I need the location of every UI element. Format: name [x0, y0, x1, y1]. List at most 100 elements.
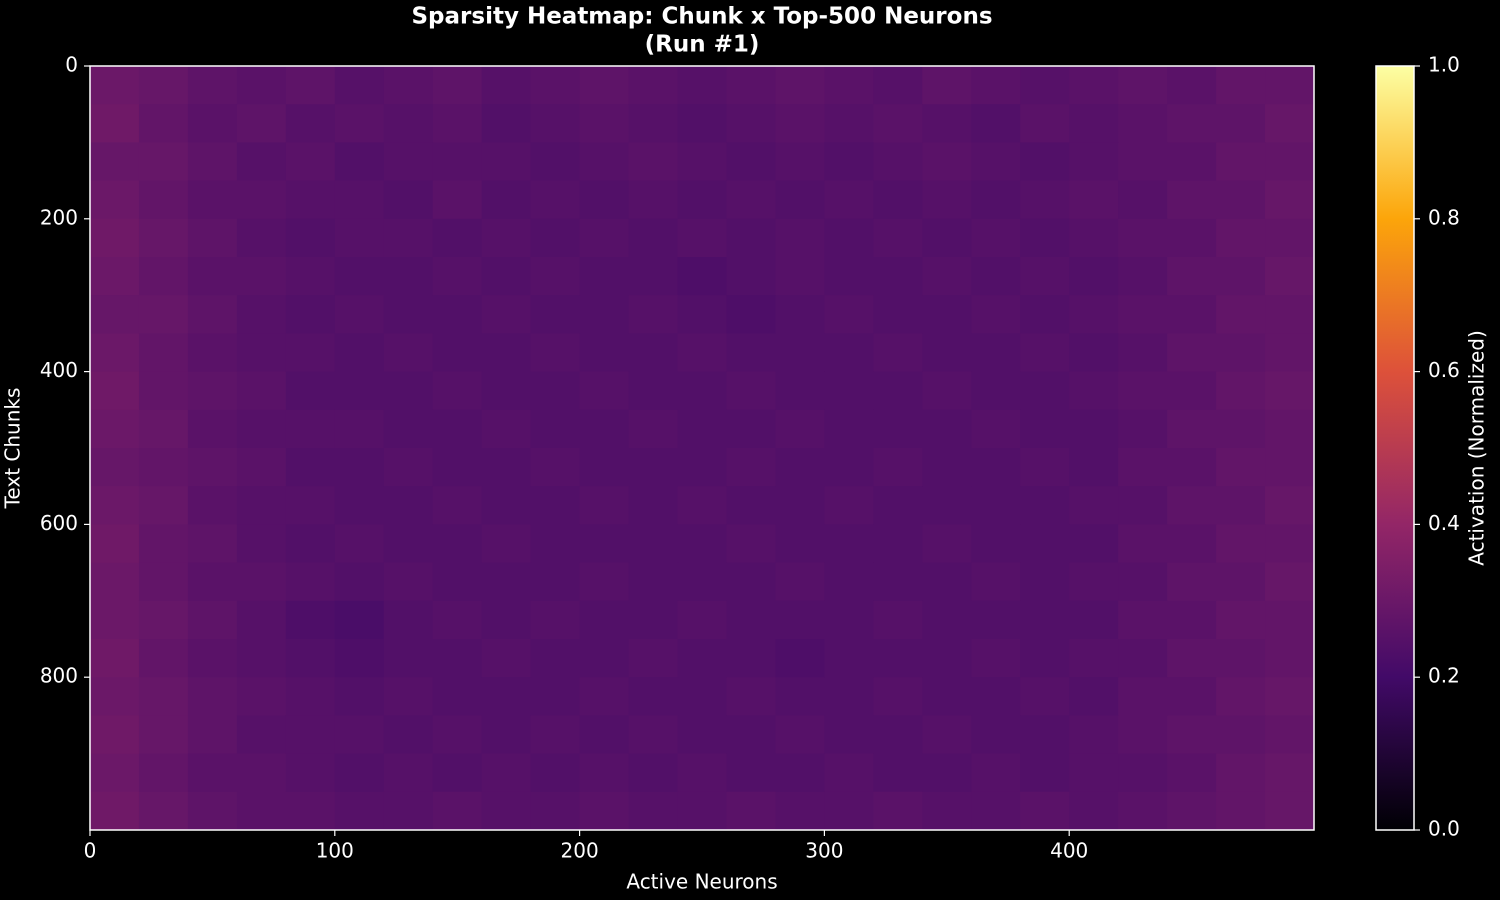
heatmap-cell: [971, 333, 1021, 373]
heatmap-cell: [138, 142, 189, 182]
heatmap-cell: [90, 448, 140, 487]
heatmap-cell: [236, 639, 287, 678]
heatmap-cell: [187, 66, 238, 105]
heatmap-cell: [628, 218, 679, 258]
heatmap-cell: [824, 753, 874, 793]
heatmap-cell: [628, 600, 679, 640]
heatmap-cell: [1265, 104, 1315, 143]
y-tick-label: 800: [40, 664, 78, 688]
heatmap-cell: [579, 371, 630, 411]
heatmap-cell: [383, 791, 434, 831]
heatmap-cell: [1118, 448, 1168, 487]
heatmap-cell: [1069, 409, 1119, 449]
heatmap-cell: [579, 142, 630, 182]
heatmap-cell: [628, 104, 679, 143]
heatmap-cell: [726, 639, 776, 678]
heatmap-cell: [1216, 524, 1266, 564]
heatmap-cell: [530, 371, 581, 411]
heatmap-cell: [1265, 791, 1315, 831]
heatmap-cell: [824, 524, 874, 564]
heatmap-cell: [285, 524, 336, 564]
heatmap-cell: [1020, 677, 1070, 716]
heatmap-cell: [481, 371, 532, 411]
heatmap-cell: [579, 562, 630, 602]
heatmap-cell: [1069, 333, 1119, 373]
heatmap-cell: [334, 715, 385, 755]
heatmap-cell: [775, 333, 825, 373]
heatmap-cell: [971, 180, 1021, 220]
heatmap-cell: [1020, 753, 1070, 793]
heatmap-cell: [824, 600, 874, 640]
heatmap-cell: [579, 409, 630, 449]
heatmap-cell: [1118, 371, 1168, 411]
heatmap-cell: [873, 66, 923, 105]
heatmap-cell: [1216, 639, 1266, 678]
heatmap-cell: [1167, 333, 1217, 373]
chart-subtitle: (Run #1): [645, 32, 760, 58]
heatmap-cell: [1265, 295, 1315, 334]
heatmap-cell: [1216, 104, 1266, 143]
heatmap-cell: [726, 486, 776, 525]
heatmap-cell: [1167, 295, 1217, 334]
heatmap-cell: [334, 333, 385, 373]
heatmap-cell: [579, 448, 630, 487]
heatmap-cell: [873, 371, 923, 411]
heatmap-cell: [1265, 677, 1315, 716]
heatmap-cell: [677, 333, 727, 373]
heatmap-cell: [90, 104, 140, 143]
heatmap-cell: [775, 524, 825, 564]
heatmap-cell: [971, 715, 1021, 755]
heatmap-cell: [677, 486, 727, 525]
heatmap-cell: [334, 104, 385, 143]
heatmap-cell: [236, 409, 287, 449]
heatmap-cell: [1216, 409, 1266, 449]
heatmap-cell: [432, 753, 483, 793]
heatmap-cell: [1167, 524, 1217, 564]
heatmap-cell: [1167, 639, 1217, 678]
heatmap-cell: [285, 295, 336, 334]
heatmap-cell: [432, 257, 483, 296]
heatmap-cell: [726, 448, 776, 487]
heatmap-cell: [1118, 409, 1168, 449]
heatmap-cell: [824, 791, 874, 831]
heatmap-cell: [579, 753, 630, 793]
heatmap-cell: [824, 409, 874, 449]
heatmap-cell: [481, 753, 532, 793]
heatmap-cell: [1020, 257, 1070, 296]
heatmap-cell: [1020, 600, 1070, 640]
heatmap-cell: [1118, 524, 1168, 564]
heatmap-cell: [824, 142, 874, 182]
heatmap-cell: [285, 142, 336, 182]
heatmap-cell: [579, 180, 630, 220]
colorbar-tick-label: 0.4: [1428, 511, 1460, 535]
heatmap-cell: [922, 295, 972, 334]
heatmap-cell: [481, 409, 532, 449]
heatmap-cell: [1069, 486, 1119, 525]
heatmap-cell: [971, 371, 1021, 411]
heatmap-cell: [824, 295, 874, 334]
heatmap-cell: [285, 677, 336, 716]
heatmap-cell: [187, 677, 238, 716]
heatmap-cell: [677, 562, 727, 602]
heatmap-cell: [481, 333, 532, 373]
heatmap-cell: [530, 448, 581, 487]
heatmap-cell: [236, 104, 287, 143]
heatmap-cell: [236, 486, 287, 525]
heatmap-cell: [1118, 104, 1168, 143]
heatmap-cell: [90, 562, 140, 602]
heatmap-cell: [1265, 333, 1315, 373]
heatmap-cell: [628, 791, 679, 831]
heatmap-cell: [726, 257, 776, 296]
heatmap-cell: [1069, 371, 1119, 411]
heatmap-cell: [775, 486, 825, 525]
heatmap-cell: [1118, 295, 1168, 334]
heatmap-cell: [1020, 180, 1070, 220]
heatmap-cell: [285, 600, 336, 640]
heatmap-cell: [824, 257, 874, 296]
heatmap-cell: [138, 486, 189, 525]
heatmap-cell: [530, 66, 581, 105]
heatmap-cell: [971, 486, 1021, 525]
heatmap-cell: [628, 562, 679, 602]
heatmap-cell: [579, 715, 630, 755]
heatmap-cell: [1069, 180, 1119, 220]
